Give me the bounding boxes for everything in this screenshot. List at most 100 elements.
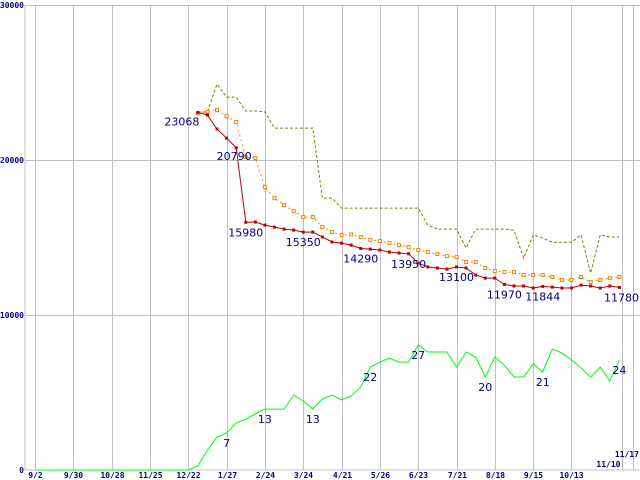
data-point-price [330, 240, 334, 244]
data-point-price [282, 227, 286, 231]
x-tick-label: 1/27 [218, 471, 237, 480]
data-label-price: 15350 [286, 236, 321, 249]
data-point-price [608, 284, 612, 288]
data-point-average [540, 273, 545, 278]
data-label-count: 7 [223, 437, 230, 450]
data-point-average [205, 109, 210, 114]
data-label-price: 11780 [604, 291, 639, 304]
data-point-price [589, 284, 593, 288]
x-tick-label: 5/26 [371, 471, 390, 480]
data-point-average [272, 196, 277, 201]
data-point-average [320, 225, 325, 230]
data-point-average [492, 268, 497, 273]
data-point-price [349, 243, 353, 247]
data-point-price [541, 284, 545, 288]
data-point-price [598, 286, 602, 290]
y-tick-label: 0 [19, 466, 24, 475]
series-line-average [197, 109, 620, 283]
data-point-price [387, 250, 391, 254]
data-point-average [406, 245, 411, 250]
data-label-price: 15980 [228, 226, 263, 239]
data-point-price [292, 228, 296, 232]
data-point-price [426, 265, 430, 269]
data-label-price: 14290 [343, 253, 378, 266]
data-point-price [416, 261, 420, 265]
data-point-price [378, 248, 382, 252]
data-point-price [368, 247, 372, 251]
data-point-price [512, 284, 516, 288]
data-point-average [607, 276, 612, 281]
data-point-average [483, 266, 488, 271]
data-point-price [301, 230, 305, 234]
y-tick-label: 30000 [0, 1, 24, 10]
data-label-count: 13 [258, 413, 272, 426]
data-point-average [301, 215, 306, 220]
data-point-price [435, 266, 439, 270]
data-point-price [215, 127, 219, 131]
data-point-price [550, 285, 554, 289]
data-point-price [483, 276, 487, 280]
data-label-price: 13950 [391, 258, 426, 271]
data-point-price [445, 267, 449, 271]
x-tick-label: 7/21 [448, 471, 467, 480]
data-point-average [416, 248, 421, 253]
x-tick-label: 10/28 [100, 471, 124, 480]
data-label-price: 20790 [217, 150, 252, 163]
x-tick-label: 11/25 [138, 471, 162, 480]
data-point-average [569, 277, 574, 282]
y-tick-label: 10000 [0, 311, 24, 320]
x-tick-label: 9/30 [64, 471, 83, 480]
data-point-price [263, 223, 267, 227]
data-point-average [521, 273, 526, 278]
data-point-average [473, 259, 478, 264]
data-label-price: 11844 [525, 290, 560, 303]
data-point-average [550, 275, 555, 280]
x-tick-label: 12/22 [176, 471, 200, 480]
data-point-average [377, 239, 382, 244]
data-point-price [407, 252, 411, 256]
data-point-price [522, 284, 526, 288]
grid [24, 5, 640, 471]
x-tick-label: 10/13 [559, 471, 583, 480]
data-point-price [560, 286, 564, 290]
data-point-average [329, 230, 334, 235]
data-point-price [340, 241, 344, 245]
data-point-average [215, 108, 220, 113]
data-label-count: 27 [411, 349, 425, 362]
data-point-price [502, 282, 506, 286]
data-point-average [234, 120, 239, 125]
data-point-price [579, 283, 583, 287]
data-label-count: 22 [363, 371, 377, 384]
x-tick-label: 4/21 [333, 471, 352, 480]
data-point-price [397, 251, 401, 255]
data-point-average [358, 235, 363, 240]
data-point-average [291, 209, 296, 214]
data-label-price: 13100 [439, 271, 474, 284]
data-point-average [282, 203, 287, 208]
x-tick-label: 9/2 [28, 471, 43, 480]
data-point-price [474, 273, 478, 277]
x-tick-label: 9/15 [524, 471, 543, 480]
y-tick-label: 20000 [0, 156, 24, 165]
data-point-price [196, 110, 200, 114]
data-point-average [243, 155, 248, 160]
data-label-count: 21 [536, 376, 550, 389]
data-label-price: 11970 [487, 288, 522, 301]
data-point-average [464, 259, 469, 264]
data-point-average [425, 250, 430, 255]
x-tick-label: 8/18 [486, 471, 505, 480]
data-label-count: 13 [306, 413, 320, 426]
series-line-upper [197, 83, 620, 274]
data-point-price [464, 266, 468, 270]
data-point-price [569, 286, 573, 290]
data-point-average [310, 215, 315, 220]
data-point-price [531, 286, 535, 290]
x-tick-label: 11/10 [596, 460, 620, 469]
data-point-average [444, 254, 449, 259]
data-point-average [512, 270, 516, 275]
data-point-average [454, 255, 459, 260]
series-line-count [35, 344, 620, 471]
data-point-price [225, 136, 229, 140]
data-point-average [617, 275, 622, 280]
